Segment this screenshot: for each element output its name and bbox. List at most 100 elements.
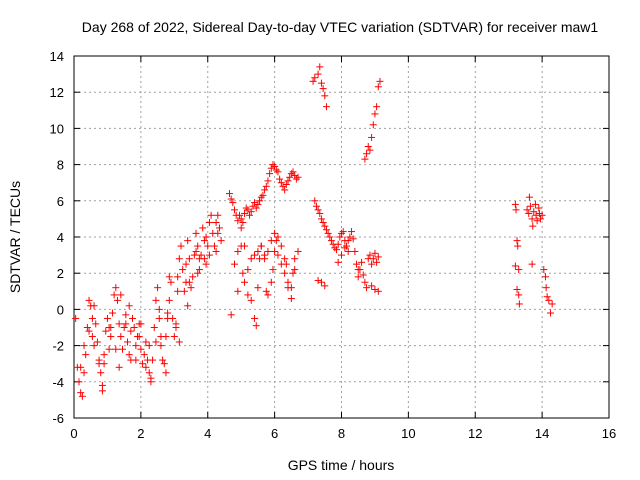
data-point <box>182 278 190 286</box>
x-tick-label: 8 <box>338 426 345 441</box>
data-point <box>287 295 295 303</box>
data-point <box>93 338 101 346</box>
data-point <box>322 226 330 234</box>
data-point <box>207 211 215 219</box>
data-point <box>165 296 173 304</box>
data-point <box>200 237 208 245</box>
data-point <box>118 345 126 353</box>
y-tick-label: 14 <box>50 49 64 64</box>
data-point <box>177 242 185 250</box>
data-point <box>286 173 294 181</box>
data-point <box>162 369 170 377</box>
data-point <box>314 276 322 284</box>
data-point <box>122 311 130 319</box>
data-point <box>190 251 198 259</box>
data-point <box>322 103 330 111</box>
data-point <box>241 278 249 286</box>
data-point <box>266 170 274 178</box>
data-point <box>282 181 290 189</box>
data-point <box>533 217 541 225</box>
data-point <box>319 219 327 227</box>
data-point <box>274 168 282 176</box>
data-point <box>281 255 289 263</box>
data-point <box>127 327 135 335</box>
data-point <box>152 338 160 346</box>
data-point <box>294 173 302 181</box>
data-point <box>112 284 120 292</box>
data-point <box>174 273 182 281</box>
data-point <box>227 311 235 319</box>
data-point <box>125 302 133 310</box>
data-point <box>376 77 384 85</box>
data-point <box>117 291 125 299</box>
x-tick-label: 0 <box>70 426 77 441</box>
data-point <box>98 381 106 389</box>
data-point <box>515 300 523 308</box>
data-point <box>140 351 148 359</box>
data-point <box>529 222 537 230</box>
data-point <box>184 237 192 245</box>
data-point <box>327 237 335 245</box>
data-point <box>251 251 259 259</box>
data-point <box>205 251 213 259</box>
data-point <box>85 327 93 335</box>
data-point <box>124 338 131 346</box>
data-point <box>528 260 536 268</box>
data-point <box>535 204 543 212</box>
series-far-cluster <box>511 193 556 317</box>
data-point <box>271 162 279 170</box>
data-point <box>82 351 90 359</box>
data-point <box>368 133 376 141</box>
data-point <box>344 247 352 255</box>
data-point <box>145 342 153 350</box>
data-point <box>511 262 519 270</box>
data-point <box>341 244 349 252</box>
series-mid-lower <box>227 224 302 330</box>
data-point <box>252 204 260 212</box>
data-point <box>274 251 282 259</box>
data-point <box>525 193 533 201</box>
data-point <box>289 269 297 277</box>
data-point <box>331 244 339 252</box>
data-point <box>316 63 324 71</box>
data-point <box>264 291 272 299</box>
x-tick-label: 16 <box>602 426 616 441</box>
data-point <box>353 260 361 268</box>
data-point <box>257 242 265 250</box>
data-point <box>169 314 177 322</box>
data-point <box>291 266 299 274</box>
data-point <box>110 291 118 299</box>
data-point <box>80 342 88 350</box>
data-point <box>100 351 108 359</box>
data-point <box>252 322 260 330</box>
data-point <box>102 327 110 335</box>
data-point <box>317 215 325 223</box>
data-point <box>83 324 91 331</box>
axis-ticks: 0 2 4 6 8 10 12 14 16 -6 -4 -2 0 2 4 6 8 10 12 14 <box>50 49 617 441</box>
data-point <box>202 260 210 268</box>
data-point <box>227 195 235 203</box>
data-point <box>192 247 200 255</box>
data-point <box>139 360 147 368</box>
data-point <box>115 363 123 371</box>
data-point <box>514 242 522 250</box>
data-point <box>164 309 172 317</box>
data-point <box>215 224 223 232</box>
data-point <box>267 278 275 286</box>
data-point <box>368 282 376 290</box>
data-point <box>363 150 371 158</box>
data-point <box>336 233 344 241</box>
data-point <box>257 193 265 201</box>
data-point <box>129 314 137 322</box>
data-point <box>130 324 138 331</box>
data-point <box>532 211 540 219</box>
data-point <box>373 103 381 111</box>
data-point <box>334 240 342 248</box>
data-point <box>205 219 213 227</box>
data-point <box>284 177 292 185</box>
data-point <box>105 324 113 331</box>
data-point <box>343 242 351 250</box>
data-point <box>159 356 167 364</box>
data-point <box>546 309 554 317</box>
